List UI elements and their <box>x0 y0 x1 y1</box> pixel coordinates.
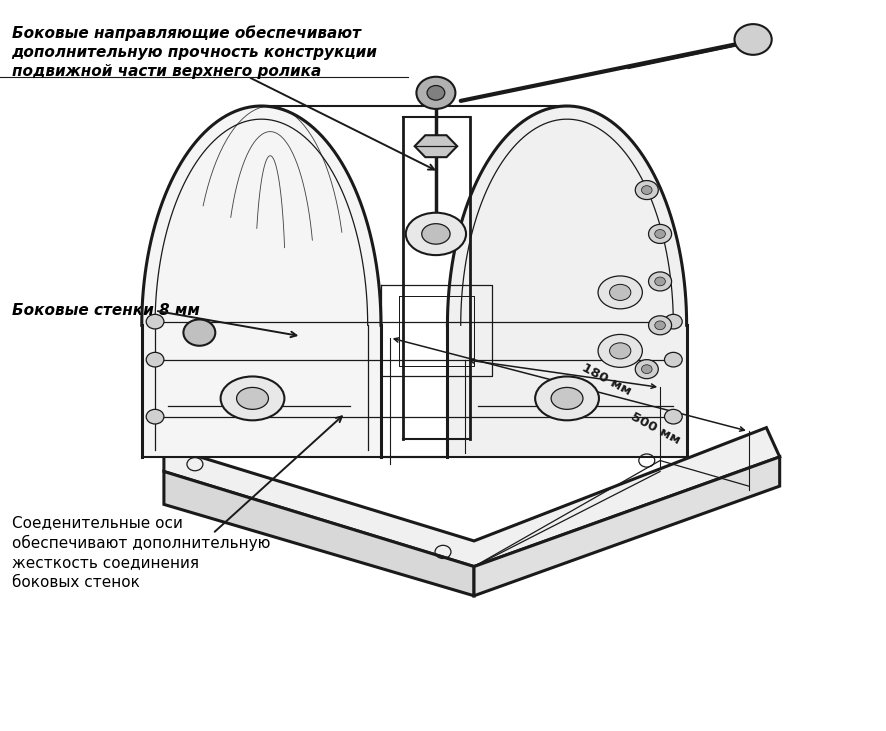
Ellipse shape <box>535 376 599 420</box>
Text: 180 мм: 180 мм <box>580 362 633 398</box>
Circle shape <box>146 314 164 329</box>
Ellipse shape <box>237 387 268 409</box>
Circle shape <box>635 360 658 379</box>
Circle shape <box>146 352 164 367</box>
Ellipse shape <box>551 387 583 409</box>
Ellipse shape <box>610 284 631 300</box>
Circle shape <box>655 230 665 238</box>
Ellipse shape <box>406 213 466 255</box>
Circle shape <box>664 409 682 424</box>
Polygon shape <box>164 428 780 567</box>
Ellipse shape <box>221 376 284 420</box>
Circle shape <box>664 314 682 329</box>
Ellipse shape <box>422 224 450 244</box>
Polygon shape <box>142 106 381 457</box>
Text: Боковые направляющие обеспечивают
дополнительную прочность конструкции
подвижной: Боковые направляющие обеспечивают дополн… <box>12 26 377 78</box>
Ellipse shape <box>598 334 642 367</box>
Circle shape <box>655 321 665 330</box>
Circle shape <box>635 181 658 200</box>
Circle shape <box>641 186 652 194</box>
Circle shape <box>655 277 665 286</box>
Text: 500 мм: 500 мм <box>629 411 682 447</box>
Circle shape <box>734 24 772 55</box>
Circle shape <box>641 365 652 374</box>
Circle shape <box>664 352 682 367</box>
Circle shape <box>146 409 164 424</box>
Circle shape <box>183 319 215 346</box>
Circle shape <box>427 86 445 100</box>
Polygon shape <box>415 135 457 157</box>
Polygon shape <box>474 457 780 596</box>
Text: Соеденительные оси
обеспечивают дополнительную
жесткость соединения
боковых стен: Соеденительные оси обеспечивают дополнит… <box>12 515 270 589</box>
Ellipse shape <box>598 276 642 309</box>
Circle shape <box>649 272 672 291</box>
Circle shape <box>649 316 672 335</box>
Circle shape <box>649 224 672 243</box>
Polygon shape <box>164 471 474 596</box>
Polygon shape <box>447 106 687 457</box>
Text: Боковые стенки 8 мм: Боковые стенки 8 мм <box>12 303 199 318</box>
Circle shape <box>416 77 455 109</box>
Ellipse shape <box>610 343 631 359</box>
